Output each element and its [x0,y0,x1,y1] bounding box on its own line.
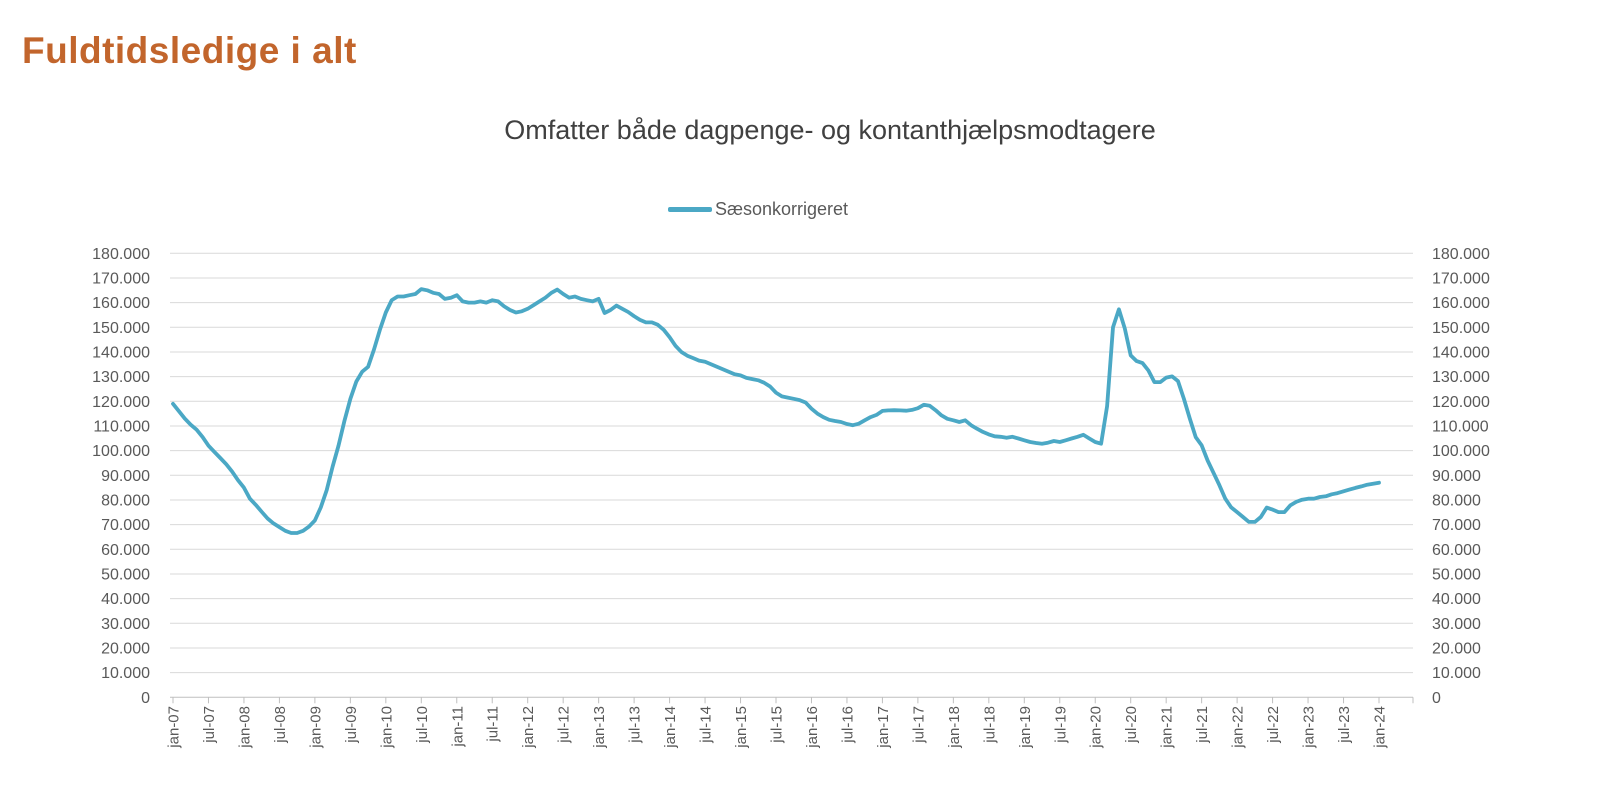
x-axis-label: jan-15 [733,706,750,749]
x-axis-label: jan-13 [591,706,608,749]
y-axis-label-left: 100.000 [92,443,150,460]
y-axis-label-left: 140.000 [92,344,150,361]
x-axis-label: jan-07 [166,706,183,749]
legend-label: Sæsonkorrigeret [715,199,849,219]
x-axis-label: jan-20 [1088,706,1105,749]
x-axis-label: jul-08 [272,706,289,744]
x-axis-label: jan-17 [875,706,892,749]
y-axis-label-left: 120.000 [92,394,150,411]
y-axis-label-right: 160.000 [1432,295,1490,312]
x-axis-label: jul-23 [1336,706,1353,744]
y-axis-label-left: 0 [141,690,150,707]
x-axis-label: jul-10 [414,706,431,744]
y-axis-label-left: 70.000 [101,517,150,534]
x-axis-label: jul-22 [1265,706,1282,744]
x-axis-label: jan-24 [1372,706,1389,749]
page-title: Fuldtidsledige i alt [22,30,357,71]
chart-title: Omfatter både dagpenge- og kontanthjælps… [504,115,1156,145]
y-axis-label-right: 150.000 [1432,320,1490,337]
y-axis-label-left: 20.000 [101,640,150,657]
y-axis-label-left: 110.000 [93,418,150,435]
y-axis-label-left: 130.000 [92,369,150,386]
x-axis-label: jan-18 [946,706,963,749]
y-axis-label-right: 60.000 [1432,542,1481,559]
x-axis-label: jul-18 [981,706,998,744]
y-axis-label-left: 50.000 [101,566,150,583]
y-axis-label-left: 10.000 [101,665,150,682]
y-axis-label-right: 130.000 [1432,369,1490,386]
x-axis-label: jan-21 [1159,706,1176,749]
y-axis-label-left: 90.000 [101,468,150,485]
legend-line-marker [668,206,712,212]
x-axis-label: jan-10 [378,706,395,749]
x-axis-label: jan-12 [520,706,537,749]
y-axis-label-left: 160.000 [92,295,150,312]
x-axis-label: jul-19 [1052,706,1069,744]
y-axis-label-right: 40.000 [1432,591,1481,608]
x-axis-label: jul-14 [698,706,715,744]
x-axis-label: jul-17 [910,706,927,744]
x-axis-label: jan-14 [662,706,679,749]
y-axis-label-right: 30.000 [1432,616,1481,633]
y-axis-label-right: 0 [1432,690,1441,707]
y-axis-label-right: 80.000 [1432,492,1481,509]
x-axis-label: jul-15 [769,706,786,744]
y-axis-label-right: 50.000 [1432,566,1481,583]
x-axis-label: jul-16 [839,706,856,744]
x-axis-label: jan-09 [307,706,324,749]
y-axis-label-right: 140.000 [1432,344,1490,361]
y-axis-label-right: 100.000 [1432,443,1490,460]
y-axis-label-right: 120.000 [1432,394,1490,411]
x-axis-label: jan-19 [1017,706,1034,749]
y-axis-label-right: 70.000 [1432,517,1481,534]
x-axis-label: jan-23 [1301,706,1318,749]
x-axis-label: jan-11 [449,706,466,748]
y-axis-label-left: 150.000 [92,320,150,337]
legend: Sæsonkorrigeret [668,200,848,218]
x-axis-label: jul-09 [343,706,360,744]
y-axis-label-right: 20.000 [1432,640,1481,657]
y-axis-label-left: 60.000 [101,542,150,559]
y-axis-label-left: 80.000 [101,492,150,509]
y-axis-label-right: 10.000 [1432,665,1481,682]
x-axis-label: jul-13 [627,706,644,744]
y-axis-label-right: 170.000 [1432,270,1490,287]
x-axis-label: jul-12 [556,706,573,744]
x-axis-label: jul-11 [485,706,502,743]
x-axis-label: jul-20 [1123,706,1140,744]
y-axis-label-left: 40.000 [101,591,150,608]
y-axis-label-right: 90.000 [1432,468,1481,485]
y-axis-label-right: 180.000 [1432,246,1490,263]
x-axis-label: jul-07 [201,706,218,744]
y-axis-label-left: 30.000 [101,616,150,633]
x-axis-label: jan-22 [1230,706,1247,749]
y-axis-label-left: 170.000 [92,270,150,287]
x-axis-label: jan-08 [236,706,253,749]
y-axis-label-right: 110.000 [1432,418,1489,435]
series-line-saesonkorrigeret [171,287,1381,535]
y-axis-label-left: 180.000 [92,246,150,263]
x-axis-label: jan-16 [804,706,821,749]
x-axis-label: jul-21 [1194,706,1211,744]
